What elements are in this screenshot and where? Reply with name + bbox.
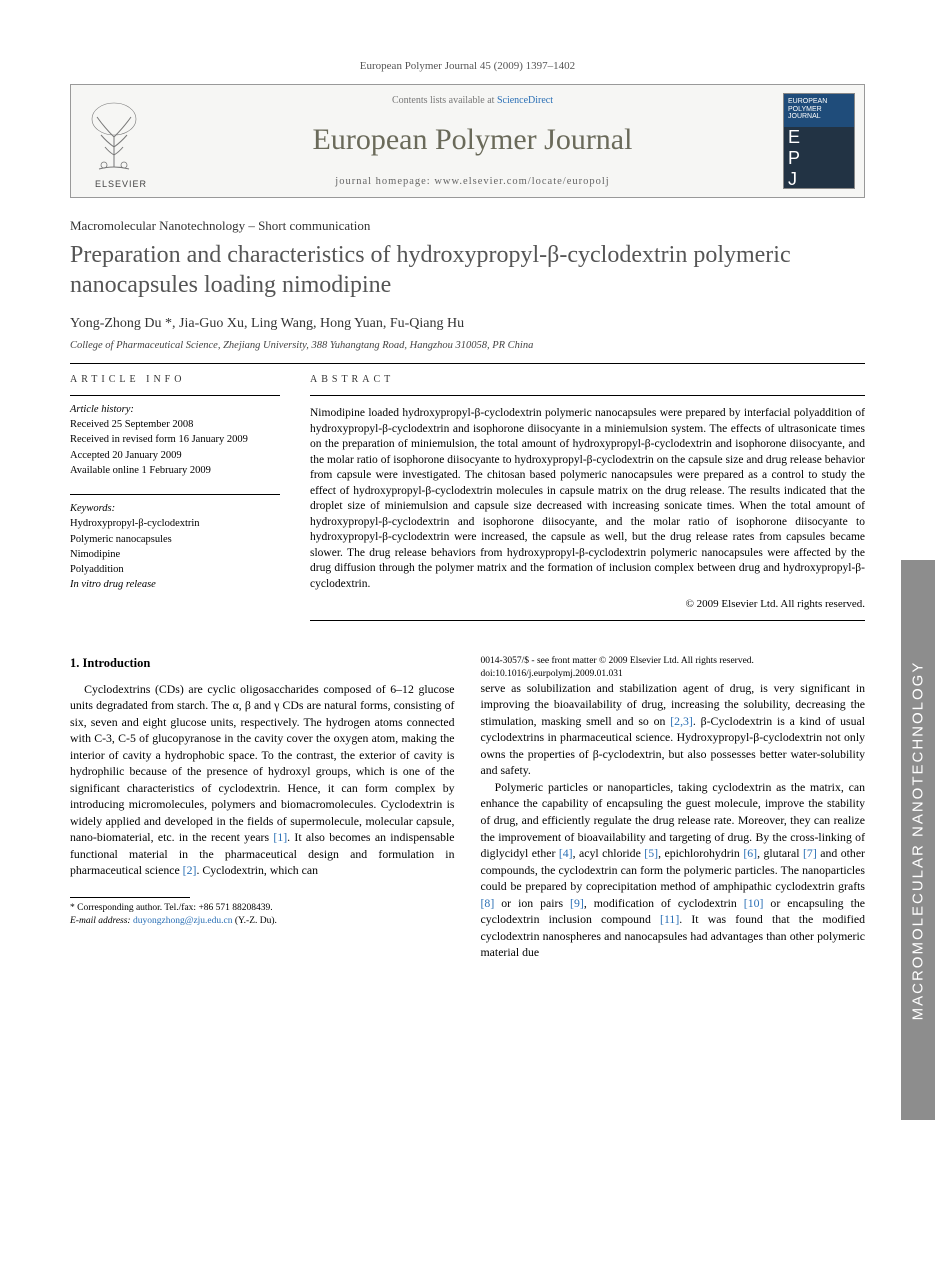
abstract-head: abstract	[310, 374, 865, 385]
sciencedirect-link[interactable]: ScienceDirect	[497, 95, 553, 106]
citation-line: European Polymer Journal 45 (2009) 1397–…	[70, 60, 865, 72]
elsevier-tree-icon	[79, 97, 149, 177]
keywords-head: Keywords:	[70, 503, 115, 514]
cover-title: EUROPEAN POLYMER JOURNAL	[788, 98, 850, 121]
article-title: Preparation and characteristics of hydro…	[70, 240, 865, 300]
copyright: © 2009 Elsevier Ltd. All rights reserved…	[310, 598, 865, 610]
body-text: 1. Introduction Cyclodextrins (CDs) are …	[70, 655, 865, 960]
divider	[310, 395, 865, 396]
revised: Received in revised form 16 January 2009	[70, 432, 280, 447]
kw: Polyaddition	[70, 562, 280, 577]
accepted: Accepted 20 January 2009	[70, 448, 280, 463]
homepage-label: journal homepage:	[335, 176, 434, 187]
journal-title-cell: Contents lists available at ScienceDirec…	[171, 85, 774, 197]
footnote-separator	[70, 897, 190, 898]
email-name: (Y.-Z. Du).	[235, 916, 277, 926]
section-heading: 1. Introduction	[70, 655, 455, 673]
journal-header: ELSEVIER Contents lists available at Sci…	[70, 84, 865, 198]
history-block: Article history: Received 25 September 2…	[70, 395, 280, 478]
abstract-text: Nimodipine loaded hydroxypropyl-β-cyclod…	[310, 406, 865, 592]
kw: In vitro drug release	[70, 577, 280, 592]
divider	[310, 620, 865, 621]
publisher-logo-cell: ELSEVIER	[71, 85, 171, 197]
doi-block: 0014-3057/$ - see front matter © 2009 El…	[481, 655, 866, 680]
email-line: E-mail address: duyongzhong@zju.edu.cn (…	[70, 915, 455, 928]
article-info-col: article info Article history: Received 2…	[70, 374, 280, 631]
homepage-line: journal homepage: www.elsevier.com/locat…	[179, 176, 766, 187]
info-abstract-row: article info Article history: Received 2…	[70, 374, 865, 631]
contents-prefix: Contents lists available at	[392, 95, 497, 106]
front-matter: 0014-3057/$ - see front matter © 2009 El…	[481, 655, 866, 667]
article-type: Macromolecular Nanotechnology – Short co…	[70, 218, 865, 234]
received: Received 25 September 2008	[70, 417, 280, 432]
abstract-col: abstract Nimodipine loaded hydroxypropyl…	[310, 374, 865, 631]
corresponding-author: * Corresponding author. Tel./fax: +86 57…	[70, 902, 455, 915]
kw-italic: In vitro drug release	[70, 579, 156, 590]
paragraph: serve as solubilization and stabilizatio…	[481, 680, 866, 779]
homepage-url: www.elsevier.com/locate/europolj	[434, 176, 609, 187]
authors: Yong-Zhong Du *, Jia-Guo Xu, Ling Wang, …	[70, 316, 865, 332]
affiliation: College of Pharmaceutical Science, Zheji…	[70, 340, 865, 351]
paragraph: Polymeric particles or nanoparticles, ta…	[481, 779, 866, 961]
email-link[interactable]: duyongzhong@zju.edu.cn	[133, 916, 233, 926]
contents-line: Contents lists available at ScienceDirec…	[179, 95, 766, 106]
kw: Nimodipine	[70, 547, 280, 562]
kw: Polymeric nanocapsules	[70, 532, 280, 547]
email-label: E-mail address:	[70, 916, 131, 926]
divider	[70, 363, 865, 364]
online: Available online 1 February 2009	[70, 463, 280, 478]
footnotes: * Corresponding author. Tel./fax: +86 57…	[70, 902, 455, 928]
publisher-name: ELSEVIER	[79, 179, 163, 189]
kw: Hydroxypropyl-β-cyclodextrin	[70, 516, 280, 531]
journal-cover-thumb: EUROPEAN POLYMER JOURNAL EPJ	[783, 93, 855, 189]
page: European Polymer Journal 45 (2009) 1397–…	[0, 0, 935, 1001]
journal-name: European Polymer Journal	[179, 123, 766, 157]
doi: doi:10.1016/j.eurpolymj.2009.01.031	[481, 668, 866, 680]
article-info-head: article info	[70, 374, 280, 385]
cover-cell: EUROPEAN POLYMER JOURNAL EPJ	[774, 85, 864, 197]
cover-monogram: EPJ	[788, 127, 850, 190]
paragraph: Cyclodextrins (CDs) are cyclic oligosacc…	[70, 681, 455, 879]
history-head: Article history:	[70, 404, 134, 415]
keywords-block: Keywords: Hydroxypropyl-β-cyclodextrin P…	[70, 494, 280, 592]
